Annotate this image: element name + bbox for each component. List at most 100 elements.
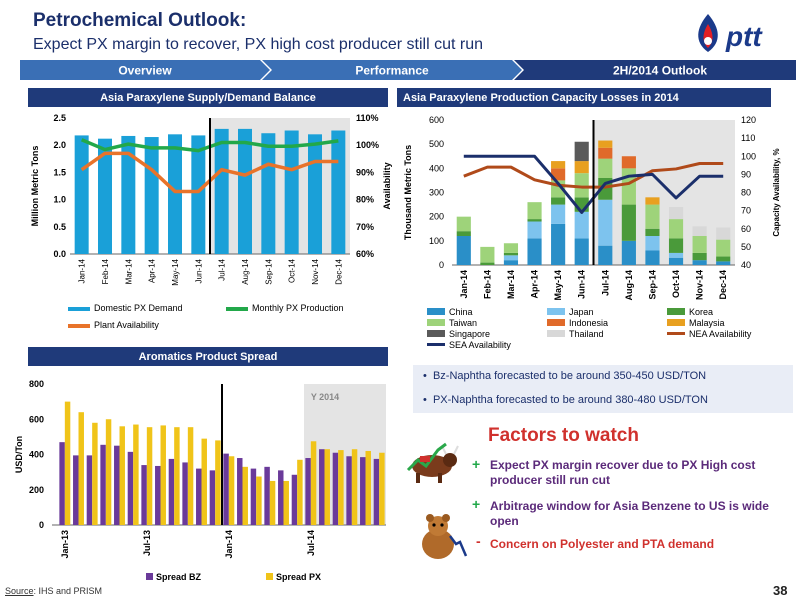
ptt-logo: ptt xyxy=(698,14,763,52)
spread-px-bar xyxy=(310,441,317,525)
capacity-bar-china xyxy=(668,257,684,265)
capacity-bar-china xyxy=(574,238,589,265)
spread-bz-bar xyxy=(155,465,161,525)
nav-bar: Overview Performance 2H/2014 Outlook xyxy=(20,60,796,80)
capacity-bar-china xyxy=(598,245,613,265)
spread-px-bar xyxy=(269,480,276,525)
legend-label: Spread PX xyxy=(276,572,321,582)
capacity-bar-korea xyxy=(645,228,660,236)
demand-bar xyxy=(191,135,206,254)
legend-swatch xyxy=(427,330,445,337)
x-tick-label: Jun-14 xyxy=(577,270,587,299)
spread-bz-bar xyxy=(86,455,93,525)
capacity-bar-singapore xyxy=(574,141,589,162)
y2-tick-label: 60% xyxy=(356,249,374,259)
capacity-bar-china xyxy=(621,240,636,265)
spread-px-bar xyxy=(78,412,84,525)
demand-bar xyxy=(168,134,182,254)
y-tick-label: 800 xyxy=(29,379,44,389)
demand-bar xyxy=(331,130,346,254)
tab-overview-label: Overview xyxy=(118,64,172,78)
legend-label: Malaysia xyxy=(689,318,725,328)
y2-tick-label: 110% xyxy=(356,113,379,123)
spread-bz-bar xyxy=(250,468,257,525)
y-tick-label: 1.5 xyxy=(53,167,66,177)
spread-px-bar xyxy=(133,424,139,525)
bull-icon xyxy=(406,442,459,483)
x-tick-label: Apr-14 xyxy=(148,258,157,283)
spread-px-bar xyxy=(283,480,289,525)
legend-label: Monthly PX Production xyxy=(252,303,344,313)
legend-swatch xyxy=(547,319,565,326)
y-axis-title: Million Metric Tons xyxy=(30,146,40,227)
y2-axis-title: Capacity Availability, % xyxy=(772,148,781,236)
tab-performance-label: Performance xyxy=(355,64,429,78)
spread-bz-bar xyxy=(319,449,325,525)
minus-icon: - xyxy=(476,533,481,549)
spread-bz-bar xyxy=(223,453,229,525)
x-tick-label: Jan-14 xyxy=(459,270,469,299)
legend-label: Spread BZ xyxy=(156,572,202,582)
legend-swatch xyxy=(427,343,445,346)
x-tick-label: May-14 xyxy=(171,258,180,285)
tab-outlook-label: 2H/2014 Outlook xyxy=(613,64,707,78)
demand-bar xyxy=(74,135,89,254)
legend-swatch xyxy=(547,308,565,315)
legend-swatch xyxy=(427,319,445,326)
capacity-bar-taiwan xyxy=(598,158,613,178)
y2-tick-label: 80 xyxy=(741,188,751,198)
demand-bar xyxy=(238,128,252,254)
forecast-item: • PX-Naphtha forecasted to be around 380… xyxy=(423,394,708,406)
x-tick-label: Jan-14 xyxy=(224,530,234,559)
y-tick-label: 500 xyxy=(429,139,444,149)
capacity-bar-korea xyxy=(480,262,495,265)
legend-label: NEA Availability xyxy=(689,329,752,339)
demand-bar xyxy=(308,134,322,254)
legend-label: Thailand xyxy=(569,329,604,339)
x-tick-label: Jul-14 xyxy=(218,258,227,280)
legend-label: China xyxy=(449,307,473,317)
spread-px-bar xyxy=(146,427,153,525)
capacity-bar-korea xyxy=(527,219,542,222)
y-tick-label: 1.0 xyxy=(53,195,66,205)
y2-tick-label: 110 xyxy=(741,133,755,143)
x-tick-label: Jul-14 xyxy=(306,530,316,556)
year-annotation: Y 2014 xyxy=(311,392,339,402)
capacity-bar-malaysia xyxy=(598,140,613,148)
capacity-bar-japan xyxy=(668,252,684,258)
x-tick-label: Jan-13 xyxy=(60,530,70,559)
capacity-bar-china xyxy=(692,260,707,265)
spread-bz-bar xyxy=(237,458,243,525)
tab-performance[interactable]: Performance xyxy=(262,60,522,80)
legend-swatch xyxy=(266,573,273,580)
tab-overview[interactable]: Overview xyxy=(20,60,270,80)
capacity-bar-japan xyxy=(574,211,589,239)
y-tick-label: 0 xyxy=(39,520,44,530)
spread-px-bar xyxy=(324,449,330,525)
capacity-bar-indonesia xyxy=(621,156,636,169)
tab-outlook[interactable]: 2H/2014 Outlook xyxy=(514,60,796,80)
capacity-bar-japan xyxy=(551,204,566,224)
capacity-bar-china xyxy=(551,223,566,265)
y2-axis-title: Availability xyxy=(382,162,392,209)
capacity-bar-japan xyxy=(527,221,542,239)
spread-px-bar xyxy=(228,456,235,525)
y-tick-label: 600 xyxy=(29,414,44,424)
logo-text: ptt xyxy=(725,21,763,52)
legend-swatch xyxy=(226,307,248,311)
capacity-bar-thailand xyxy=(692,226,707,236)
demand-bar xyxy=(121,135,136,254)
spread-px-bar xyxy=(64,401,71,525)
capacity-bar-japan xyxy=(598,199,613,246)
spread-bz-bar xyxy=(264,466,270,525)
spread-bz-bar xyxy=(127,451,134,525)
y-tick-label: 400 xyxy=(29,450,44,460)
spread-bz-bar xyxy=(196,468,202,525)
y2-tick-label: 70 xyxy=(741,206,751,216)
capacity-bar-taiwan xyxy=(503,243,519,253)
y-tick-label: 200 xyxy=(429,212,444,222)
legend-swatch xyxy=(667,308,685,315)
capacity-bar-china xyxy=(503,260,519,265)
spread-bz-bar xyxy=(360,457,366,525)
capacity-bar-indonesia xyxy=(598,147,613,159)
